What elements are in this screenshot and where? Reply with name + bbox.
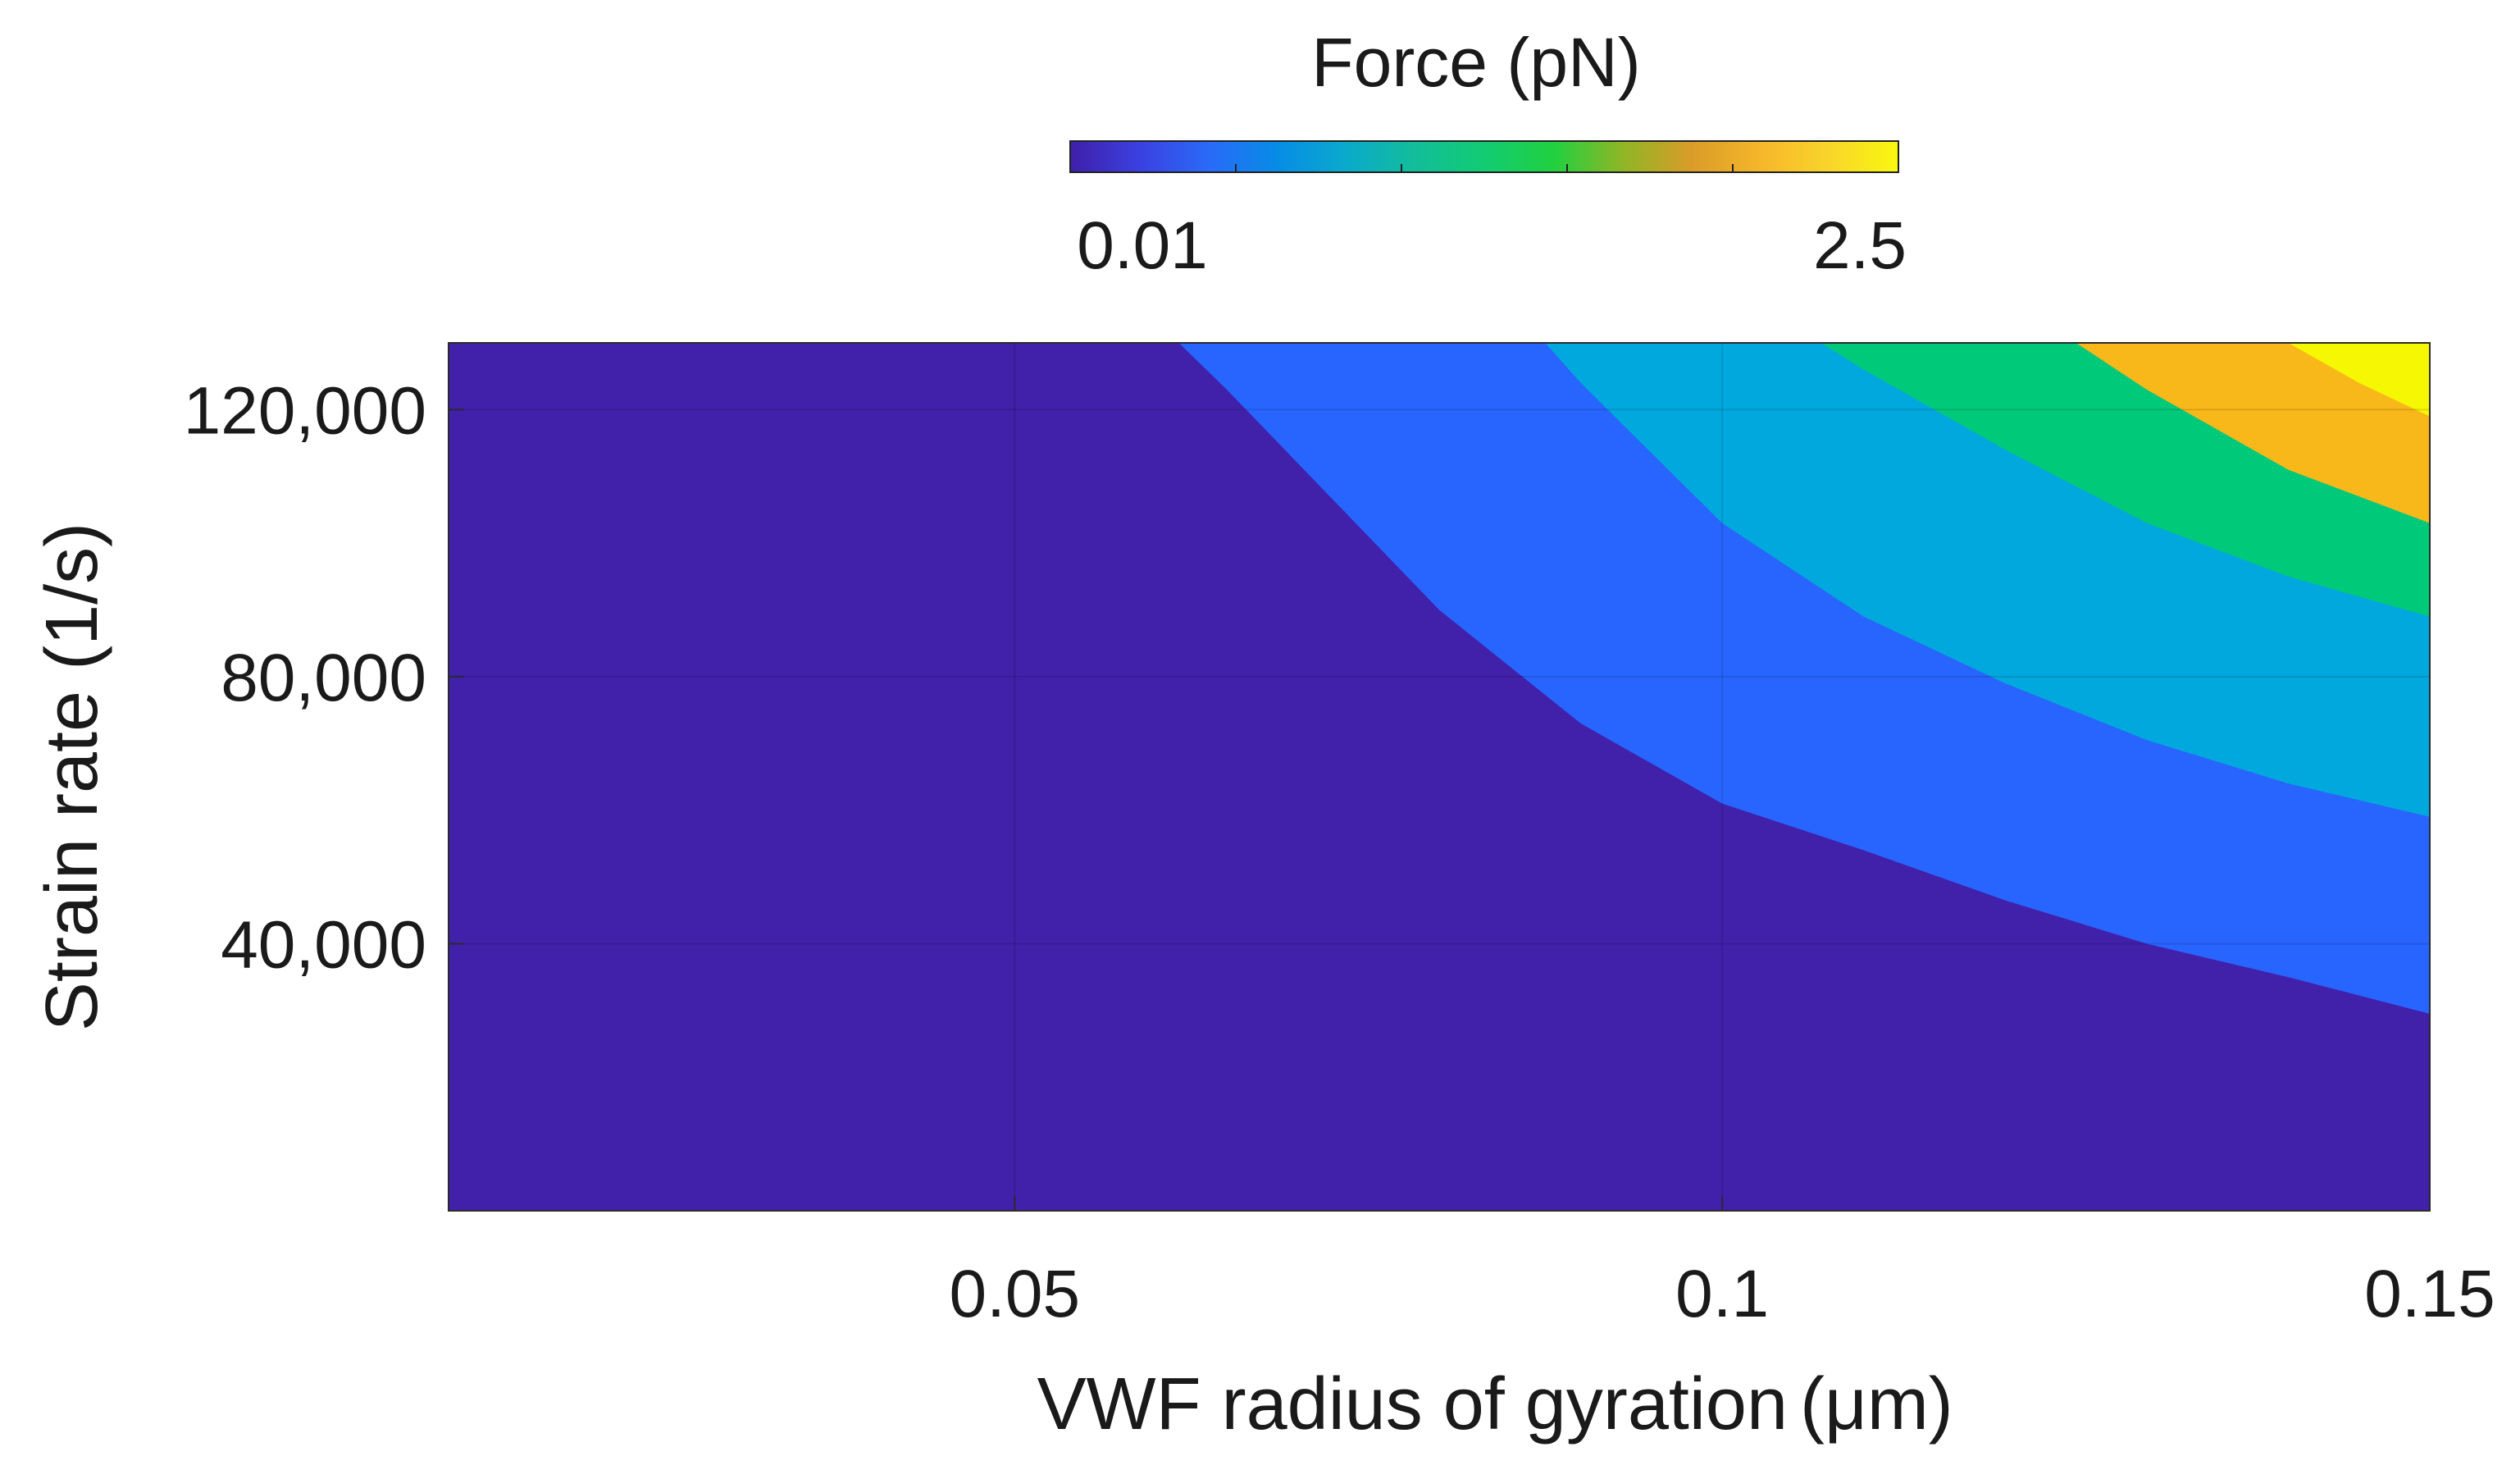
plot-area bbox=[448, 342, 2431, 1212]
x-axis-ticks: 0.05 0.1 0.15 bbox=[949, 1196, 2495, 1331]
y-axis-label: Strain rate (1/s) bbox=[31, 523, 113, 1031]
colorbar-ticks bbox=[1235, 164, 1734, 172]
contour-regions bbox=[449, 343, 2430, 1211]
colorbar-max-label: 2.5 bbox=[1813, 208, 1907, 283]
colorbar-title: Force (pN) bbox=[1311, 24, 1640, 101]
plot-frame bbox=[448, 342, 2431, 1212]
x-axis-unit: (μm) bbox=[1800, 1363, 1953, 1445]
gridlines bbox=[449, 343, 2430, 1211]
y-tick-label: 40,000 bbox=[221, 907, 426, 982]
colorbar-bar bbox=[1069, 140, 1899, 173]
x-axis-label: VWF radius of gyration bbox=[1037, 1363, 1788, 1445]
x-tick-label: 0.05 bbox=[949, 1257, 1080, 1331]
region-2.00 bbox=[2288, 343, 2430, 417]
x-tick-label: 0.15 bbox=[2364, 1257, 2495, 1331]
y-tick-label: 80,000 bbox=[221, 641, 426, 715]
colorbar-min-label: 0.01 bbox=[1077, 208, 1208, 283]
y-axis-ticks: 40,000 80,000 120,000 bbox=[184, 373, 463, 982]
x-tick-label: 0.1 bbox=[1675, 1257, 1769, 1331]
y-tick-label: 120,000 bbox=[184, 373, 426, 448]
region-1.20 bbox=[2076, 343, 2430, 523]
colorbar: Force (pN) 0.01 2.5 bbox=[1069, 24, 1907, 283]
